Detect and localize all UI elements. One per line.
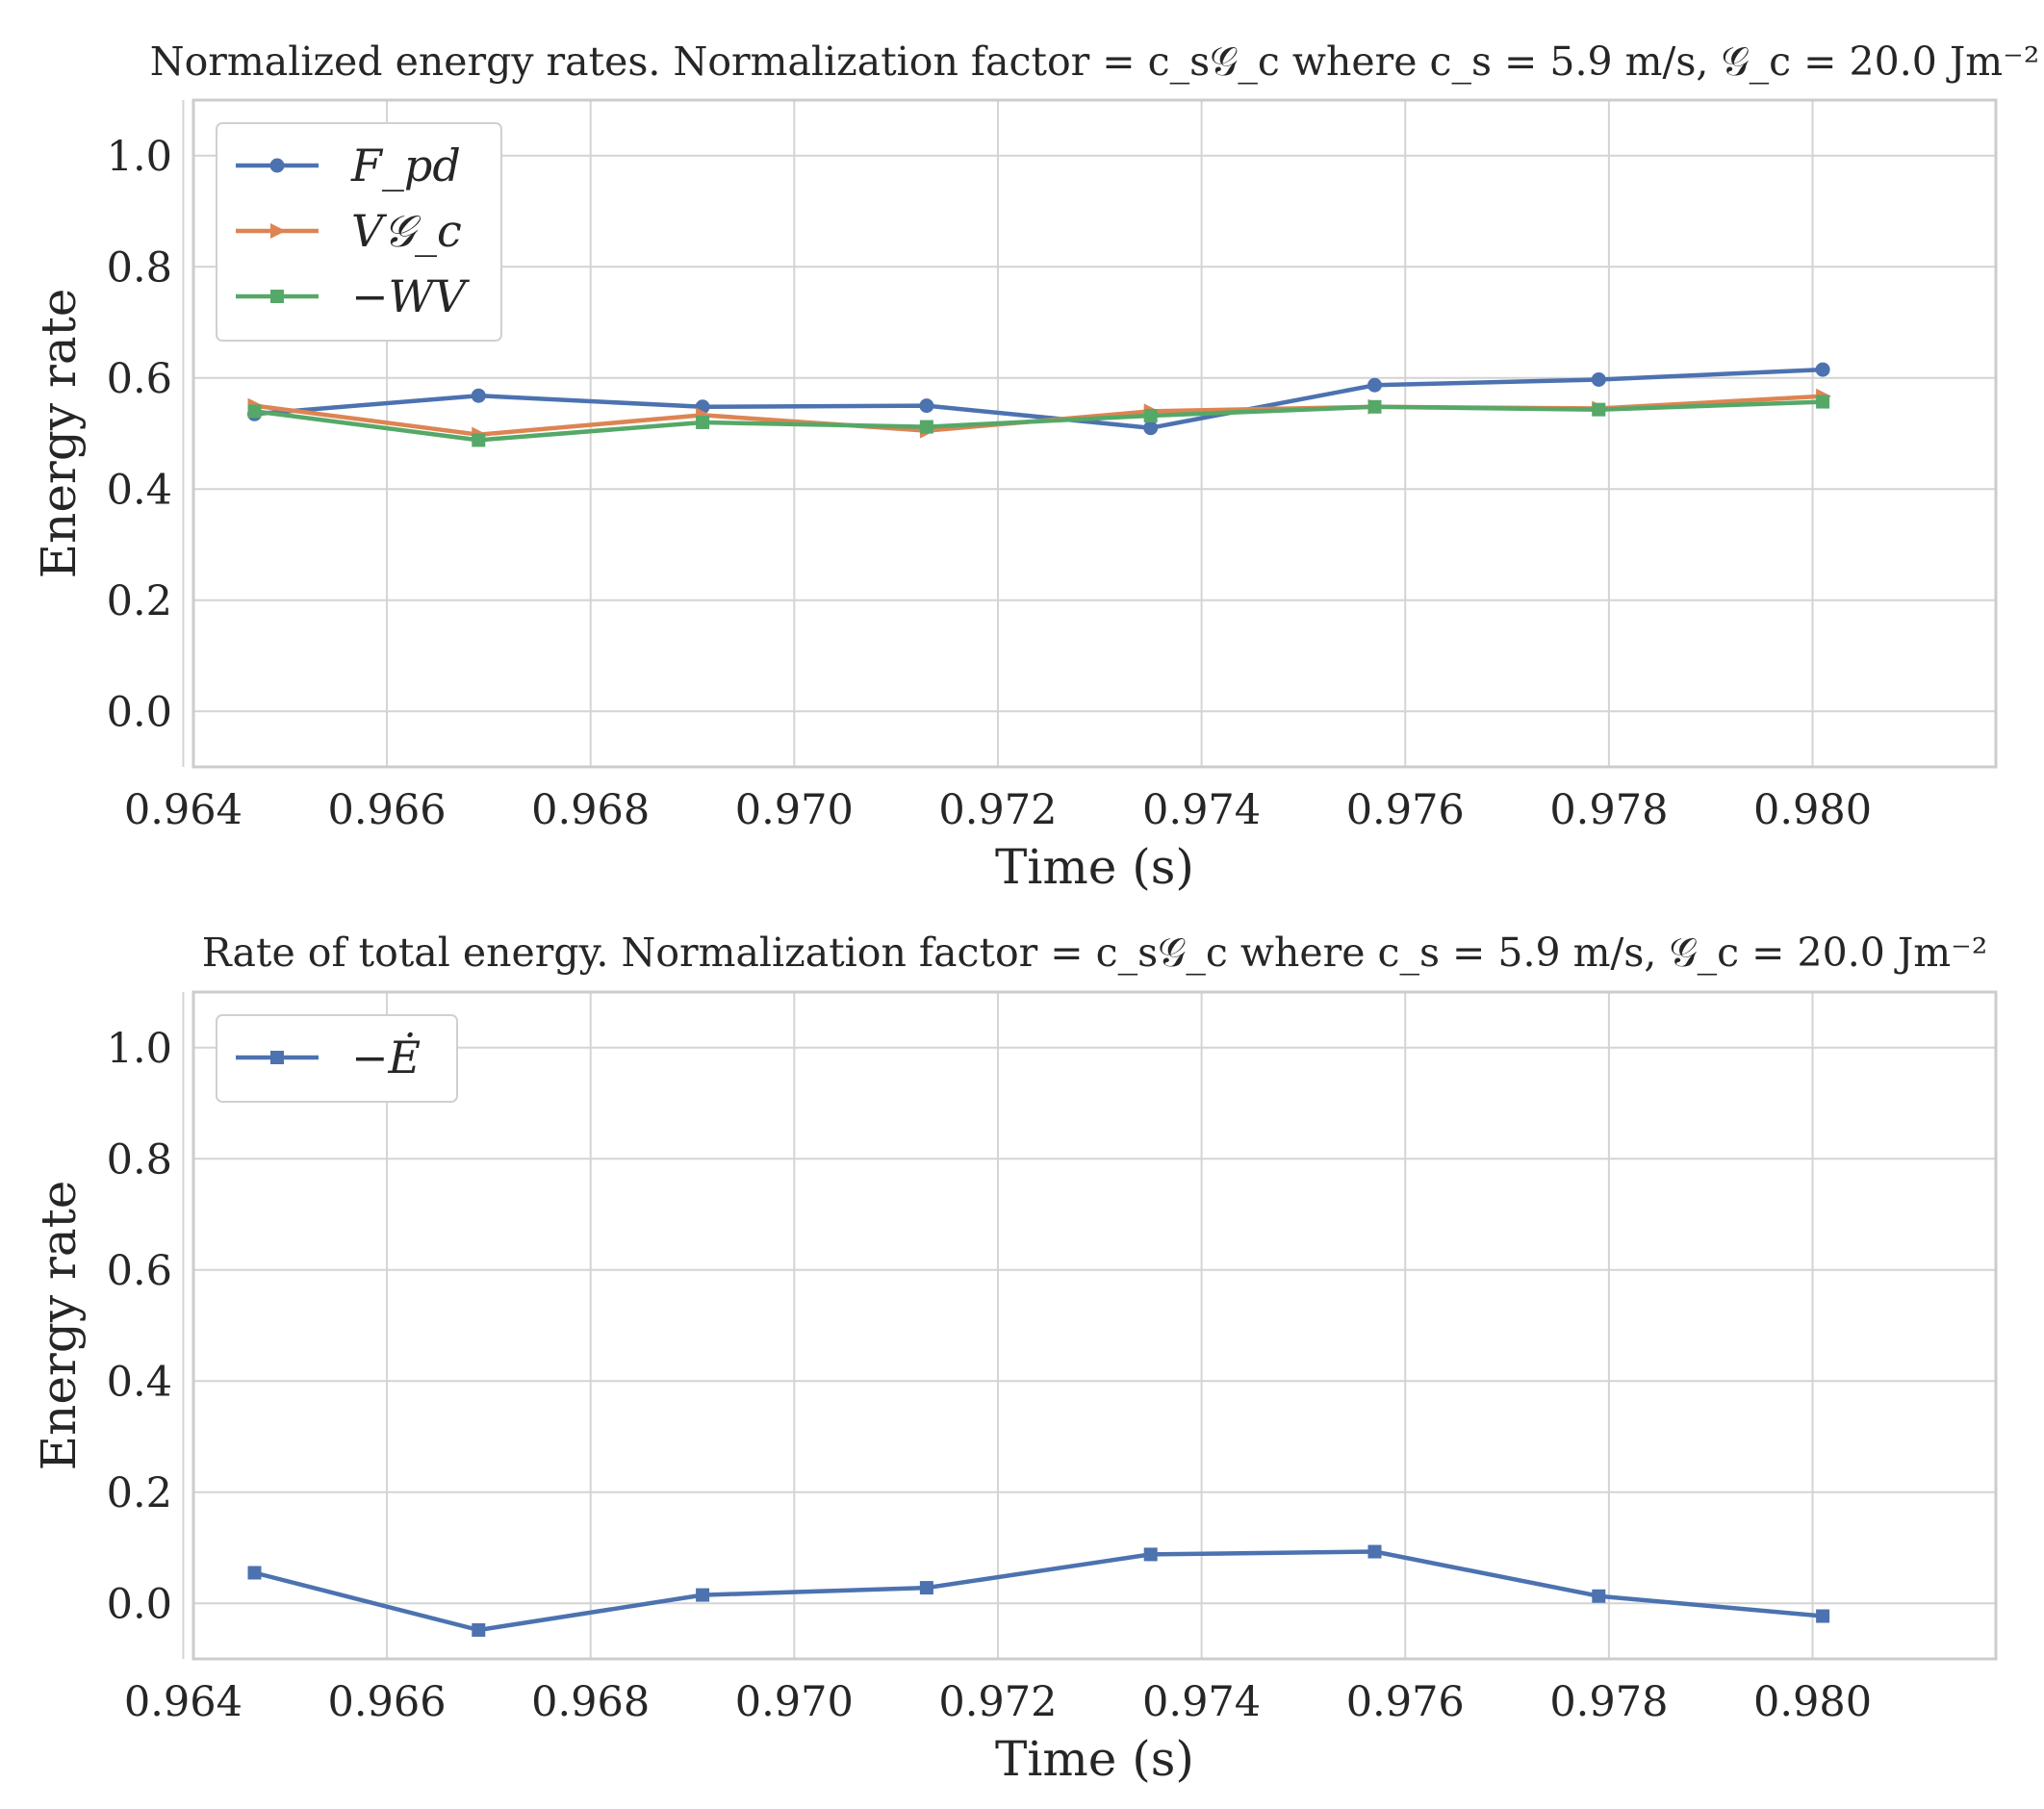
x-tick-label: 0.966 [328, 1678, 447, 1726]
y-axis-label: Energy rate [31, 289, 87, 579]
chart-panel-1: Normalized energy rates. Normalization f… [31, 38, 2039, 895]
x-tick-label: 0.974 [1142, 1678, 1261, 1726]
x-tick-label: 0.980 [1753, 1678, 1872, 1726]
legend-marker [270, 223, 286, 239]
legend-marker [269, 158, 285, 173]
x-axis-label: Time (s) [995, 1731, 1194, 1787]
series-line [254, 399, 1824, 443]
data-point [696, 1588, 710, 1602]
data-point [247, 404, 262, 419]
legend-label: −WV [351, 270, 471, 322]
legend: −Ė [216, 1014, 458, 1103]
y-tick-label: 0.8 [107, 243, 172, 292]
y-tick-label: 0.4 [107, 466, 172, 514]
y-tick-label: 0.0 [107, 1580, 172, 1628]
legend-marker [270, 1051, 284, 1064]
data-point [919, 398, 934, 414]
x-tick-label: 0.976 [1346, 786, 1465, 834]
data-point [1143, 420, 1159, 436]
data-point [1591, 371, 1606, 387]
legend-item: F_pd [236, 140, 461, 191]
y-tick-label: 0.6 [107, 355, 172, 403]
legend-marker [270, 290, 284, 303]
y-tick-label: 0.0 [107, 688, 172, 736]
data-point [919, 1581, 933, 1595]
data-point [1815, 362, 1830, 377]
series-3 [247, 395, 1830, 447]
y-tick-label: 0.8 [107, 1135, 172, 1184]
data-point [1367, 377, 1383, 393]
x-tick-label: 0.970 [735, 786, 854, 834]
x-tick-label: 0.970 [735, 1678, 854, 1726]
x-tick-label: 0.974 [1142, 786, 1261, 834]
y-axis-label: Energy rate [31, 1181, 87, 1471]
y-tick-label: 1.0 [107, 1025, 172, 1073]
legend-label: V𝒢_c [351, 205, 462, 257]
data-point [696, 415, 710, 429]
legend-item: −WV [236, 270, 471, 322]
x-tick-label: 0.978 [1549, 1678, 1668, 1726]
data-point [1592, 402, 1606, 417]
data-point [919, 420, 933, 434]
x-tick-label: 0.966 [328, 786, 447, 834]
chart-title: Rate of total energy. Normalization fact… [202, 930, 1988, 976]
legend: F_pd V𝒢_c −WV [216, 122, 502, 342]
data-point [1816, 395, 1830, 409]
data-point [247, 1566, 262, 1580]
legend-label: −Ė [351, 1031, 421, 1083]
legend-box [216, 1014, 458, 1103]
x-tick-label: 0.980 [1753, 786, 1872, 834]
x-tick-label: 0.976 [1346, 1678, 1465, 1726]
data-point [472, 1622, 486, 1637]
data-point [1367, 1544, 1382, 1559]
data-point [472, 433, 486, 447]
legend-box [216, 122, 502, 342]
plot-frame [192, 990, 1998, 1661]
data-point [1143, 409, 1158, 423]
data-point [1816, 1609, 1830, 1623]
legend-item: −Ė [236, 1031, 421, 1083]
x-tick-label: 0.968 [531, 1678, 650, 1726]
x-tick-label: 0.978 [1549, 786, 1668, 834]
chart-panel-2: Rate of total energy. Normalization fact… [31, 930, 1998, 1787]
x-tick-label: 0.972 [938, 786, 1057, 834]
x-tick-label: 0.968 [531, 786, 650, 834]
series-1 [246, 362, 1830, 436]
chart-title: Normalized energy rates. Normalization f… [150, 38, 2040, 85]
y-tick-label: 0.2 [107, 1469, 172, 1517]
legend-item: V𝒢_c [236, 205, 462, 257]
y-tick-label: 1.0 [107, 133, 172, 181]
data-point [471, 388, 486, 403]
series-line [254, 367, 1824, 430]
y-tick-label: 0.4 [107, 1358, 172, 1406]
y-tick-label: 0.6 [107, 1247, 172, 1295]
x-axis-label: Time (s) [995, 839, 1194, 895]
data-point [1592, 1589, 1606, 1603]
series-1 [247, 1544, 1830, 1637]
data-point [1143, 1547, 1158, 1562]
plot-frame [192, 98, 1998, 769]
x-tick-label: 0.964 [124, 786, 243, 834]
series-line [253, 1549, 1824, 1633]
x-tick-label: 0.964 [124, 1678, 243, 1726]
x-tick-label: 0.972 [938, 1678, 1057, 1726]
data-point [1367, 399, 1382, 414]
y-tick-label: 0.2 [107, 577, 172, 625]
legend-label: F_pd [350, 140, 461, 191]
